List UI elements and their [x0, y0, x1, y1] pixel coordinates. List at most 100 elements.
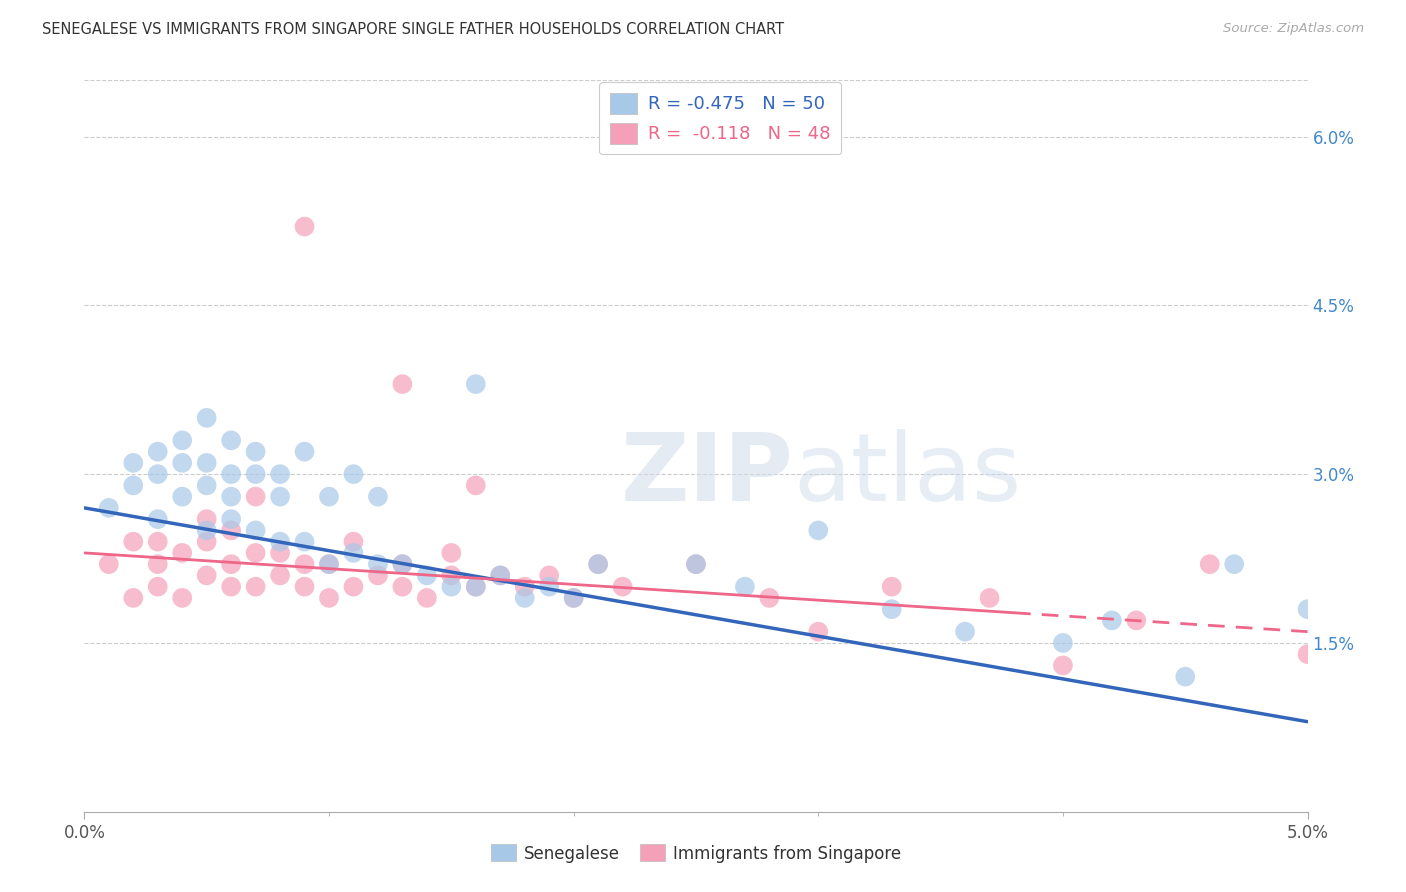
Point [562, 591, 585, 605]
Text: Source: ZipAtlas.com: Source: ZipAtlas.com [1223, 22, 1364, 36]
Point [172, 591, 194, 605]
Point [1198, 557, 1220, 571]
Point [758, 591, 780, 605]
Point [172, 490, 194, 504]
Point [146, 557, 169, 571]
Point [146, 534, 169, 549]
Text: SENEGALESE VS IMMIGRANTS FROM SINGAPORE SINGLE FATHER HOUSEHOLDS CORRELATION CHA: SENEGALESE VS IMMIGRANTS FROM SINGAPORE … [42, 22, 785, 37]
Point [586, 557, 609, 571]
Point [979, 591, 1001, 605]
Point [880, 580, 903, 594]
Point [195, 568, 218, 582]
Point [219, 580, 242, 594]
Point [122, 456, 145, 470]
Point [464, 478, 486, 492]
Point [318, 557, 340, 571]
Point [245, 444, 267, 458]
Point [97, 557, 120, 571]
Point [122, 591, 145, 605]
Point [1174, 670, 1197, 684]
Point [562, 591, 585, 605]
Point [464, 377, 486, 392]
Point [219, 434, 242, 448]
Point [513, 591, 536, 605]
Point [1296, 647, 1319, 661]
Point [440, 546, 463, 560]
Point [219, 557, 242, 571]
Point [97, 500, 120, 515]
Point [245, 546, 267, 560]
Point [269, 490, 291, 504]
Point [416, 591, 439, 605]
Point [294, 444, 316, 458]
Point [538, 580, 561, 594]
Point [269, 534, 291, 549]
Point [538, 568, 561, 582]
Point [318, 591, 340, 605]
Text: atlas: atlas [794, 429, 1022, 521]
Point [391, 557, 413, 571]
Point [146, 467, 169, 482]
Point [342, 467, 364, 482]
Point [685, 557, 707, 571]
Point [269, 467, 291, 482]
Point [245, 524, 267, 538]
Point [294, 534, 316, 549]
Point [464, 580, 486, 594]
Point [586, 557, 609, 571]
Point [342, 546, 364, 560]
Point [122, 534, 145, 549]
Point [1052, 636, 1074, 650]
Point [416, 568, 439, 582]
Point [1296, 602, 1319, 616]
Point [953, 624, 976, 639]
Point [172, 456, 194, 470]
Point [734, 580, 756, 594]
Point [195, 410, 218, 425]
Point [172, 546, 194, 560]
Point [489, 568, 512, 582]
Point [807, 524, 830, 538]
Point [294, 580, 316, 594]
Point [269, 546, 291, 560]
Point [1101, 614, 1123, 628]
Point [391, 557, 413, 571]
Point [195, 478, 218, 492]
Point [391, 377, 413, 392]
Point [245, 580, 267, 594]
Point [294, 557, 316, 571]
Point [195, 524, 218, 538]
Point [219, 524, 242, 538]
Point [172, 434, 194, 448]
Point [367, 557, 389, 571]
Point [807, 624, 830, 639]
Point [440, 568, 463, 582]
Point [464, 580, 486, 594]
Point [219, 512, 242, 526]
Point [1052, 658, 1074, 673]
Point [612, 580, 634, 594]
Point [342, 534, 364, 549]
Point [489, 568, 512, 582]
Point [195, 534, 218, 549]
Point [219, 490, 242, 504]
Point [440, 580, 463, 594]
Point [318, 490, 340, 504]
Point [122, 478, 145, 492]
Point [245, 490, 267, 504]
Point [195, 512, 218, 526]
Point [880, 602, 903, 616]
Point [685, 557, 707, 571]
Point [146, 580, 169, 594]
Point [269, 568, 291, 582]
Point [391, 580, 413, 594]
Legend: Senegalese, Immigrants from Singapore: Senegalese, Immigrants from Singapore [484, 838, 908, 869]
Point [1125, 614, 1147, 628]
Point [513, 580, 536, 594]
Point [342, 580, 364, 594]
Point [219, 467, 242, 482]
Point [195, 456, 218, 470]
Point [294, 219, 316, 234]
Point [318, 557, 340, 571]
Text: ZIP: ZIP [621, 429, 794, 521]
